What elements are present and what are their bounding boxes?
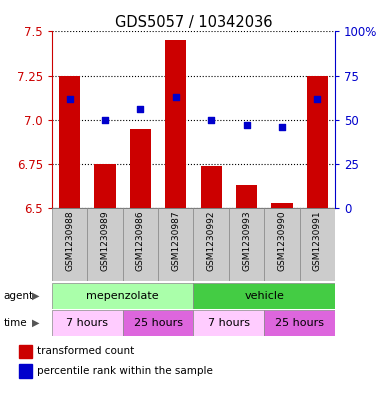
Text: ▶: ▶ [32,318,40,328]
Bar [123,310,193,336]
Bar [236,185,257,208]
Point [137,106,144,112]
Bar [300,208,335,281]
Text: 7 hours: 7 hours [66,318,108,328]
Bar [193,310,264,336]
Bar [264,208,300,281]
Text: agent: agent [4,291,34,301]
Bar [19,345,32,358]
Bar [130,129,151,208]
Bar [52,208,87,281]
Point [279,124,285,130]
Text: GSM1230989: GSM1230989 [100,211,110,271]
Bar [264,310,335,336]
Text: percentile rank within the sample: percentile rank within the sample [37,366,213,376]
Bar [123,208,158,281]
Bar [193,283,335,309]
Bar [59,75,80,208]
Point [173,94,179,100]
Point [208,117,214,123]
Text: GSM1230991: GSM1230991 [313,211,322,271]
Title: GDS5057 / 10342036: GDS5057 / 10342036 [115,15,272,30]
Bar [19,364,32,378]
Bar [201,166,222,208]
Bar [158,208,193,281]
Text: GSM1230986: GSM1230986 [136,211,145,271]
Text: GSM1230992: GSM1230992 [207,211,216,271]
Text: GSM1230988: GSM1230988 [65,211,74,271]
Text: mepenzolate: mepenzolate [86,291,159,301]
Point [67,95,73,102]
Text: time: time [4,318,27,328]
Bar [87,208,123,281]
Text: ▶: ▶ [32,291,40,301]
Point [102,117,108,123]
Bar [229,208,264,281]
Text: 25 hours: 25 hours [275,318,324,328]
Bar [193,208,229,281]
Text: GSM1230987: GSM1230987 [171,211,180,271]
Bar [94,164,116,208]
Bar [165,40,186,208]
Text: GSM1230993: GSM1230993 [242,211,251,271]
Text: GSM1230990: GSM1230990 [277,211,286,271]
Point [243,122,249,128]
Point [314,95,320,102]
Bar [52,283,193,309]
Bar [271,203,293,208]
Text: 7 hours: 7 hours [208,318,250,328]
Bar [52,310,123,336]
Text: vehicle: vehicle [244,291,284,301]
Text: transformed count: transformed count [37,346,135,356]
Text: 25 hours: 25 hours [134,318,182,328]
Bar [306,75,328,208]
